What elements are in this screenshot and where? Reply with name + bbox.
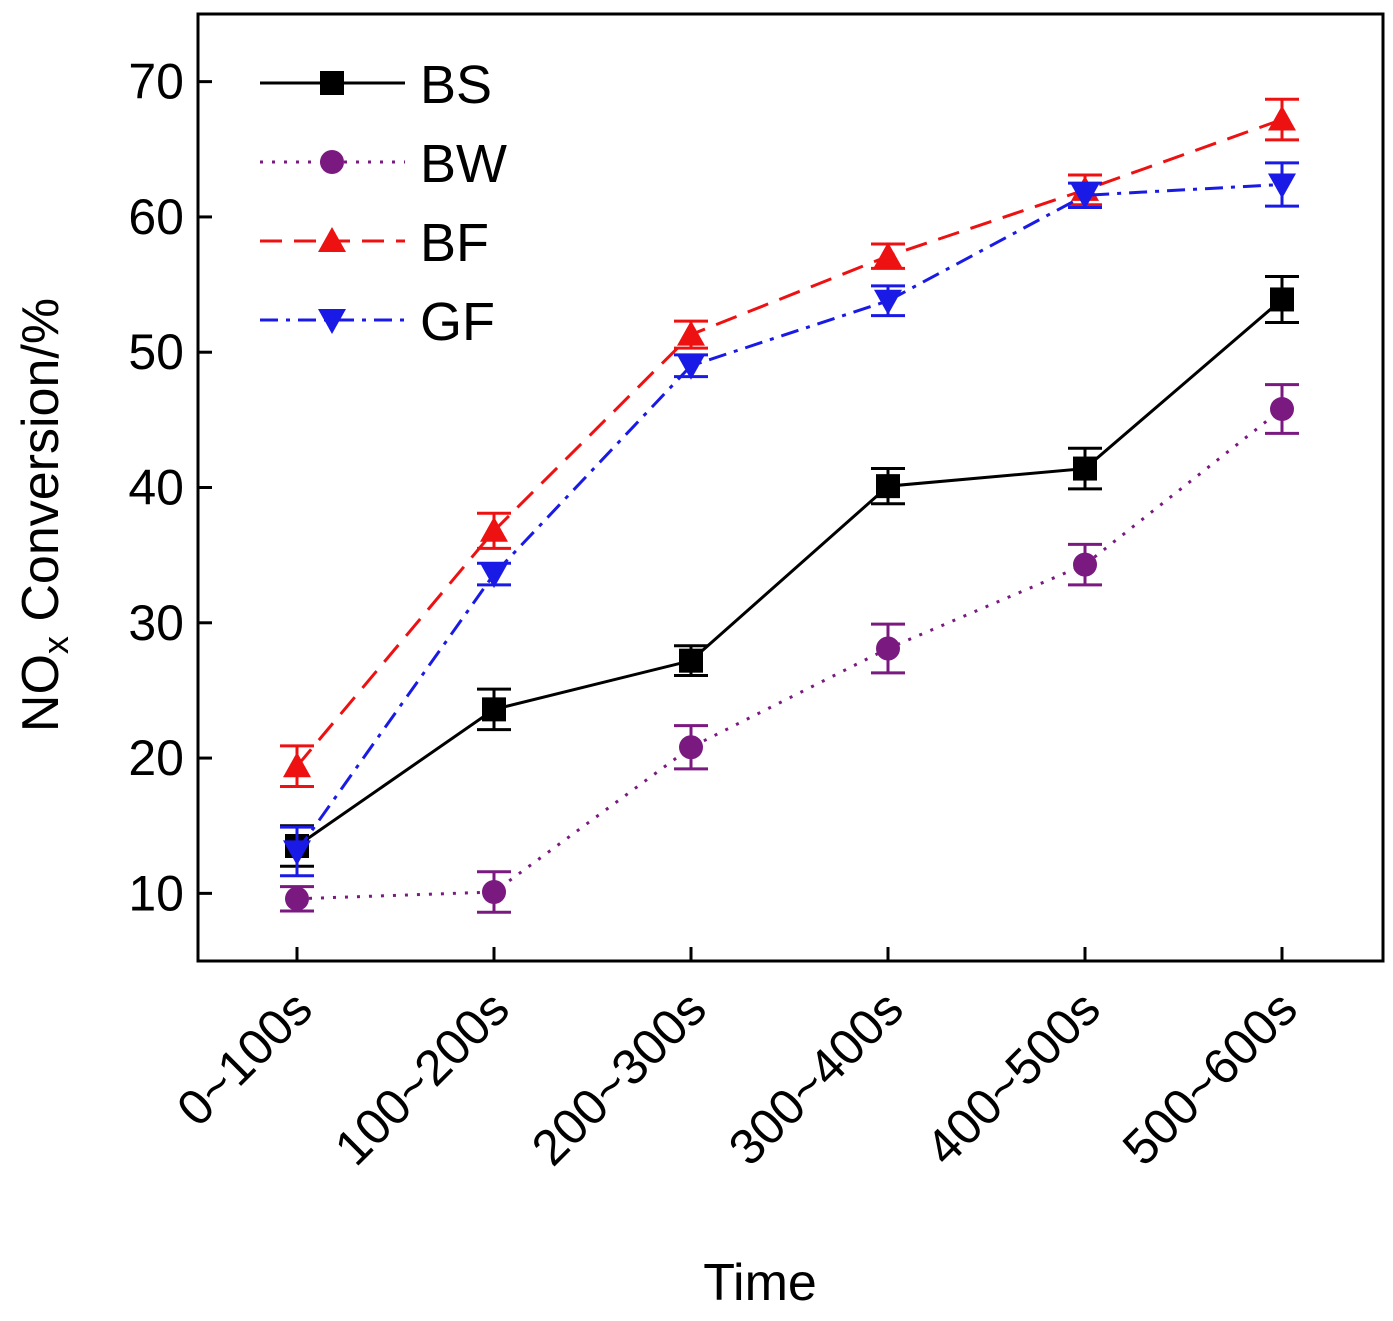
data-point-bs	[482, 697, 506, 722]
data-point-bw	[285, 886, 309, 911]
y-axis: 10 20 30 40 50 60 70	[128, 54, 212, 921]
y-tick-label: 50	[128, 324, 184, 380]
legend-label-gf: GF	[420, 292, 495, 352]
x-axis-title: Time	[703, 1254, 817, 1312]
data-point-gf	[480, 563, 508, 589]
y-axis-title-suffix: Conversion/%	[12, 298, 70, 636]
series-line-gf	[295, 182, 1283, 853]
data-point-bs	[1073, 456, 1097, 481]
plot-frame	[196, 12, 1385, 963]
y-axis-title-prefix: NO	[12, 654, 70, 732]
data-point-bf	[283, 752, 311, 778]
data-point-gf	[283, 840, 311, 866]
legend-marker-gf	[318, 309, 346, 334]
series-line-bw	[296, 407, 1283, 901]
data-point-bf	[677, 320, 705, 346]
x-axis: 0~100s 100~200s 200~300s 300~400s 400~500s 50…	[166, 947, 1308, 1176]
series-line-bf	[295, 118, 1283, 768]
data-point-bs	[679, 648, 703, 673]
series-bw	[280, 383, 1299, 914]
y-tick-label: 70	[128, 54, 184, 110]
legend-marker-bs	[320, 71, 344, 95]
data-point-bs	[1270, 287, 1294, 312]
series-bs	[280, 274, 1299, 868]
legend-marker-bw	[320, 150, 344, 174]
y-tick-label: 60	[128, 189, 184, 245]
data-point-bw	[482, 880, 506, 905]
x-tick-label: 300~400s	[718, 980, 914, 1176]
data-point-bw	[1073, 552, 1097, 577]
legend-label-bw: BW	[420, 134, 507, 194]
data-point-bf	[874, 242, 902, 268]
y-tick-label: 10	[128, 865, 184, 921]
series-layer	[280, 97, 1299, 914]
data-point-bs	[876, 474, 900, 499]
x-tick-label: 0~100s	[166, 980, 323, 1137]
legend: BS BW BF GF	[260, 55, 507, 352]
legend-label-bs: BS	[420, 55, 492, 115]
x-tick-label: 400~500s	[915, 980, 1111, 1176]
data-point-gf	[874, 289, 902, 315]
y-tick-label: 40	[128, 460, 184, 516]
series-gf	[280, 161, 1299, 878]
y-tick-label: 30	[128, 595, 184, 651]
data-point-bf	[480, 516, 508, 542]
y-axis-title-subscript: x	[35, 636, 76, 654]
x-tick-label: 200~300s	[521, 980, 717, 1176]
data-point-gf	[1268, 173, 1296, 199]
data-point-bw	[876, 636, 900, 661]
data-point-gf	[677, 354, 705, 380]
data-point-bw	[1270, 397, 1294, 422]
series-bf	[280, 97, 1299, 788]
y-tick-label: 20	[128, 730, 184, 786]
data-point-bw	[679, 735, 703, 760]
legend-label-bf: BF	[420, 213, 489, 273]
x-tick-label: 500~600s	[1112, 980, 1308, 1176]
data-point-gf	[1071, 184, 1099, 210]
y-axis-title: NOx Conversion/%	[12, 298, 76, 732]
series-line-bs	[296, 298, 1283, 848]
legend-marker-bf	[318, 227, 346, 252]
data-point-bf	[1268, 105, 1296, 131]
x-tick-label: 100~200s	[324, 980, 520, 1176]
